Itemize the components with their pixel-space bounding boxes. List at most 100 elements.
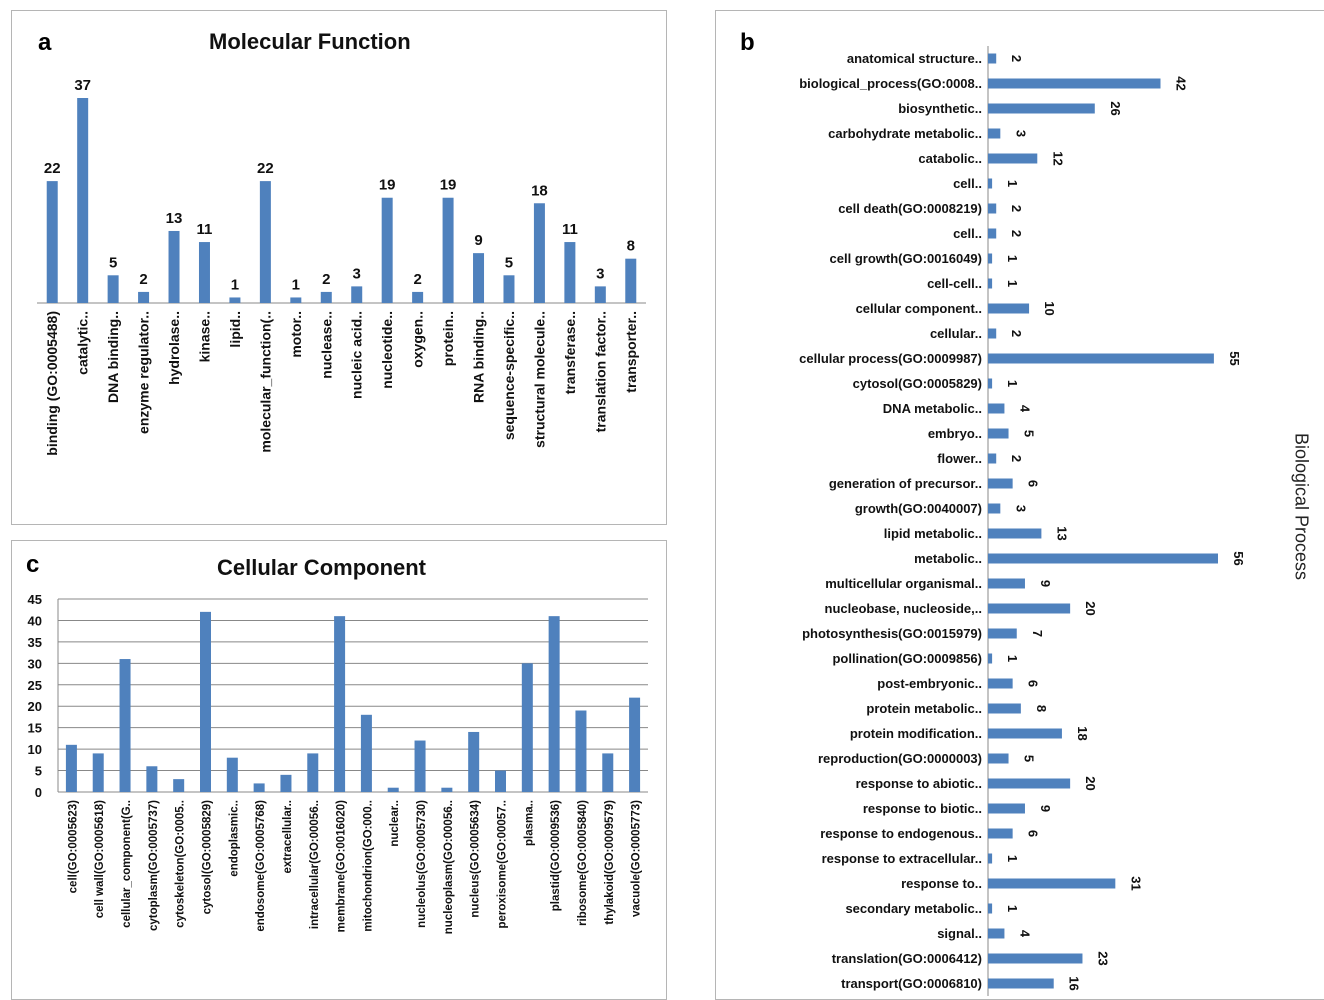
bar <box>988 804 1025 814</box>
category-label: cell.. <box>953 226 982 241</box>
bar <box>988 254 992 264</box>
category-label: cell growth(GO:0016049) <box>830 251 982 266</box>
category-label: cellular_component(G.. <box>121 800 133 928</box>
bar <box>441 788 452 792</box>
data-label: 56 <box>1231 551 1246 565</box>
data-label: 55 <box>1227 351 1242 365</box>
bar <box>108 275 119 303</box>
data-label: 1 <box>1005 180 1020 187</box>
data-label: 1 <box>1005 380 1020 387</box>
bar <box>229 297 240 303</box>
bar <box>988 754 1009 764</box>
data-label: 18 <box>1075 726 1090 740</box>
data-label: 3 <box>1013 505 1028 512</box>
bar <box>495 771 506 792</box>
bar <box>260 181 271 303</box>
category-label: lipid.. <box>227 311 243 348</box>
data-label: 3 <box>596 265 604 282</box>
category-label: transport(GO:0006810) <box>841 976 982 991</box>
bar <box>77 98 88 303</box>
category-label: protein.. <box>440 311 456 366</box>
data-label: 31 <box>1128 876 1143 890</box>
y-tick-label: 25 <box>28 678 42 693</box>
bar <box>988 904 992 914</box>
data-label: 1 <box>231 276 239 293</box>
category-label: generation of precursor.. <box>829 476 982 491</box>
bar <box>290 297 301 303</box>
bar <box>120 659 131 792</box>
data-label: 22 <box>44 160 61 177</box>
biological-process-chart: anatomical structure.. 2biological_proces… <box>716 11 1324 1000</box>
bar <box>988 479 1013 489</box>
data-label: 10 <box>1042 301 1057 315</box>
bar <box>254 783 265 792</box>
category-label: vacuole(GO:0005773) <box>631 800 643 917</box>
data-label: 19 <box>379 177 396 194</box>
category-label: molecular_function(.. <box>257 311 273 453</box>
bar <box>988 879 1115 889</box>
data-label: 9 <box>1038 805 1053 812</box>
bar <box>988 679 1013 689</box>
data-label: 2 <box>1009 330 1024 337</box>
data-label: 11 <box>197 221 213 238</box>
data-label: 16 <box>1067 976 1082 990</box>
category-label: response to extracellular.. <box>822 851 982 866</box>
data-label: 2 <box>322 271 330 288</box>
data-label: 20 <box>1083 601 1098 615</box>
y-tick-label: 0 <box>35 785 42 800</box>
category-label: intracellular(GO:00056.. <box>309 800 321 929</box>
bar <box>988 379 992 389</box>
bar <box>988 529 1041 539</box>
bar <box>93 753 104 792</box>
bar <box>549 616 560 792</box>
category-label: carbohydrate metabolic.. <box>828 126 982 141</box>
data-label: 5 <box>1022 430 1037 437</box>
category-label: endosome(GO:0005768) <box>255 800 267 932</box>
category-label: endoplasmic.. <box>228 800 240 877</box>
bar <box>473 253 484 303</box>
category-label: catalytic.. <box>75 311 91 375</box>
data-label: 2 <box>1009 230 1024 237</box>
data-label: 4 <box>1017 405 1032 413</box>
cellular-component-chart: 051015202530354045cell(GO:0005623) cell w… <box>12 541 667 1000</box>
data-label: 1 <box>1005 655 1020 662</box>
data-label: 2 <box>1009 455 1024 462</box>
bar <box>988 729 1062 739</box>
bar <box>988 979 1054 989</box>
y-tick-label: 5 <box>35 764 42 779</box>
data-label: 42 <box>1174 76 1189 90</box>
bar <box>503 275 514 303</box>
data-label: 1 <box>1005 855 1020 862</box>
bar <box>988 79 1161 89</box>
category-label: nucleolus(GO:0005730) <box>416 800 428 928</box>
category-label: ribosome(GO:0005840) <box>577 800 589 926</box>
bar <box>988 954 1082 964</box>
bar <box>988 154 1037 164</box>
category-label: response to endogenous.. <box>820 826 982 841</box>
bar <box>629 698 640 792</box>
category-label: cell(GO:0005623) <box>67 800 79 894</box>
category-label: secondary metabolic.. <box>845 901 982 916</box>
category-label: cell-cell.. <box>927 276 982 291</box>
category-label: reproduction(GO:0000003) <box>818 751 982 766</box>
bar <box>988 929 1004 939</box>
bar <box>522 663 533 792</box>
category-label: structural molecule.. <box>531 311 547 448</box>
y-tick-label: 30 <box>28 656 42 671</box>
category-label: cytoplasm(GO:0005737) <box>148 800 160 931</box>
data-label: 6 <box>1026 830 1041 837</box>
category-label: signal.. <box>937 926 982 941</box>
bar <box>988 329 996 339</box>
data-label: 37 <box>74 77 91 94</box>
category-label: nuclease.. <box>318 311 334 379</box>
bar <box>988 229 996 239</box>
bar <box>988 204 996 214</box>
category-label: nucleotide.. <box>379 311 395 389</box>
category-label: catabolic.. <box>918 151 982 166</box>
y-tick-label: 20 <box>28 699 42 714</box>
category-label: sequence-specific.. <box>501 311 517 440</box>
category-label: protein modification.. <box>850 726 982 741</box>
data-label: 3 <box>1013 130 1028 137</box>
y-tick-label: 10 <box>28 742 42 757</box>
